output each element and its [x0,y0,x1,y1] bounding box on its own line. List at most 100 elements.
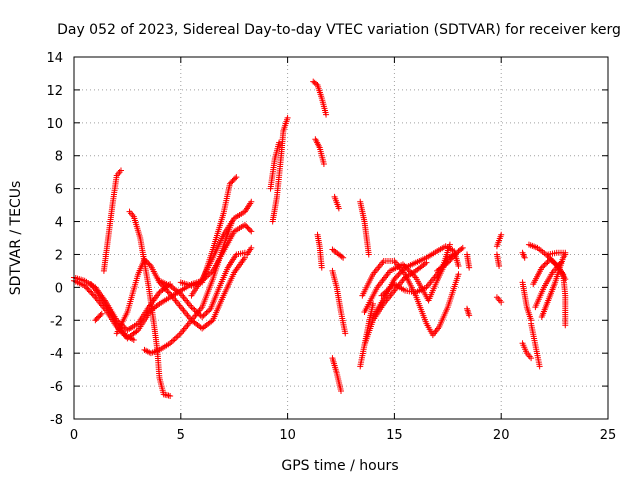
data-point [394,273,401,280]
series-s34 [493,251,503,269]
data-point [447,256,454,263]
data-point [171,336,178,343]
data-point [455,262,462,269]
data-point [452,251,459,258]
series-s13 [244,244,255,258]
data-point [229,178,236,185]
data-point [335,205,342,212]
data-point [446,258,453,265]
x-tick-label: 25 [600,428,617,443]
data-point [202,311,209,318]
data-point [541,261,548,268]
x-tick-label: 15 [386,428,403,443]
series-s11 [177,174,240,289]
data-point [423,259,430,266]
y-tick-label: 12 [46,84,63,99]
data-point [338,388,344,395]
data-point [521,254,528,261]
data-point [244,224,251,231]
data-point [170,337,177,344]
y-tick-label: 14 [46,51,63,66]
data-point [93,315,100,322]
series-s21 [329,267,349,337]
grid [74,57,608,419]
data-point [466,312,473,319]
x-tick-label: 20 [493,428,510,443]
series-s12 [188,198,255,299]
x-axis-label: GPS time / hours [281,458,398,474]
data-point [85,287,92,294]
data-point [248,244,255,251]
y-tick-label: 2 [55,248,63,263]
data-point [141,256,148,263]
y-tick-label: -6 [50,380,63,395]
data-point [395,271,402,278]
series-s18 [314,231,325,271]
data-point [87,288,94,295]
data-point [392,274,399,281]
data-point [247,227,254,234]
data-point [399,261,406,268]
data-point [370,300,377,307]
data-point [399,267,406,274]
series-s32 [464,305,473,319]
data-point [232,175,239,182]
series-s38 [519,340,535,362]
data-point [284,114,291,121]
data-point [145,260,152,267]
data-point [91,292,98,299]
data-point [446,241,453,248]
data-point [276,139,283,146]
series-s43 [538,251,569,320]
data-point [92,317,99,324]
series-s10 [156,249,248,320]
data-point [164,288,171,295]
data-point [96,313,103,320]
data-point [323,111,330,118]
data-point [550,259,557,266]
data-point [88,289,95,296]
x-tick-label: 10 [279,428,296,443]
series-s30 [434,244,466,274]
series-s23 [357,198,372,258]
series-s14 [269,114,291,225]
series-s39 [528,320,543,370]
series-s33 [493,231,505,250]
y-tick-label: -8 [50,413,63,428]
series-s36 [519,249,528,261]
data-point [226,180,233,187]
data-point [562,322,569,329]
data-point [206,307,213,314]
data-point [245,225,252,232]
data-point [562,249,569,256]
series-s42 [532,259,565,311]
data-point [167,392,174,399]
data-point [455,271,462,278]
data-point [544,259,551,266]
data-point [203,309,210,316]
data-point [528,355,535,362]
x-tick-label: 0 [70,428,78,443]
data-point [454,249,461,256]
y-tick-label: 4 [55,216,63,231]
data-point [562,276,569,283]
data-point [94,314,101,321]
data-point [248,198,255,205]
data-point [340,254,347,261]
data-point [228,179,235,186]
data-point [396,270,403,277]
data-point [230,176,237,183]
y-tick-label: -2 [50,314,63,329]
data-point [342,330,349,337]
data-point [165,289,172,296]
data-point [548,257,555,264]
data-point [117,167,124,174]
data-point [163,286,170,293]
data-point [459,244,466,251]
data-point [498,231,505,238]
data-point [444,259,451,266]
data-point [204,308,211,315]
data-point [365,251,372,258]
series-s29 [361,259,430,348]
data-point [400,266,407,273]
